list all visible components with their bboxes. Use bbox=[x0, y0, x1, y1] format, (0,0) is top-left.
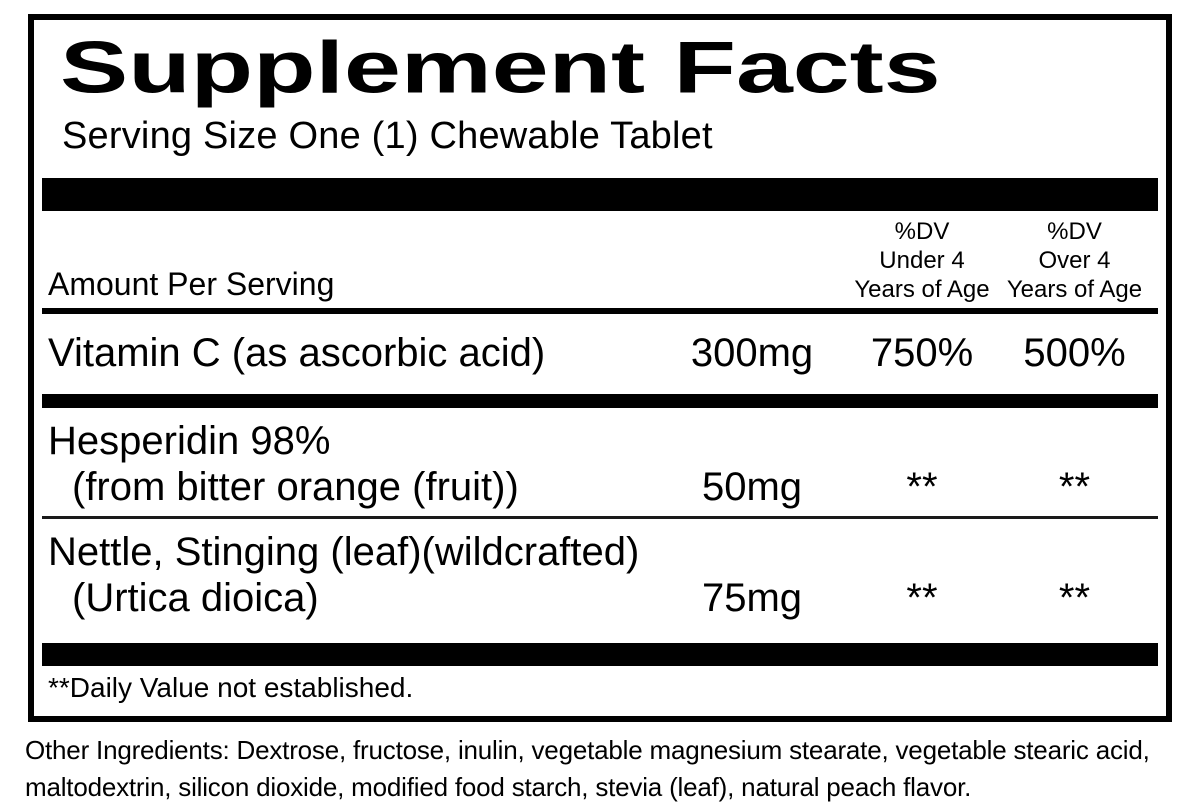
amount-per-serving-header: Amount Per Serving bbox=[48, 266, 335, 302]
dv-under4-header: %DV Under 4 Years of Age bbox=[854, 218, 990, 303]
ingredient-name: Vitamin C (as ascorbic acid) bbox=[48, 331, 546, 375]
ingredient-name-line2: (from bitter orange (fruit)) bbox=[72, 465, 519, 509]
dv-under4-value: ** bbox=[906, 576, 938, 620]
dv-under4-value: 750% bbox=[870, 331, 974, 375]
ingredient-amount: 50mg bbox=[701, 465, 803, 509]
ingredient-row-vitamin-c: Vitamin C (as ascorbic acid) 300mg 750% … bbox=[48, 314, 1152, 394]
ingredient-name-line2: (Urtica dioica) bbox=[72, 576, 319, 620]
daily-value-footnote: **Daily Value not established. bbox=[48, 672, 414, 703]
separator-bar-bottom bbox=[42, 643, 1158, 666]
dv-under4-value: ** bbox=[906, 465, 938, 509]
separator-bar-top bbox=[42, 178, 1158, 211]
row-divider-rule bbox=[42, 516, 1158, 519]
ingredient-name-line1: Nettle, Stinging (leaf)(wildcrafted) bbox=[48, 530, 640, 574]
supplement-facts-panel: Supplement Facts Serving Size One (1) Ch… bbox=[28, 14, 1172, 722]
other-ingredients-text: Other Ingredients: Dextrose, fructose, i… bbox=[25, 735, 1150, 802]
serving-size-text: Serving Size One (1) Chewable Tablet bbox=[62, 115, 713, 157]
supplement-facts-title: Supplement Facts bbox=[60, 27, 941, 109]
dv-over4-value: ** bbox=[1058, 465, 1091, 509]
header-rule bbox=[42, 308, 1158, 314]
ingredient-name-line1: Hesperidin 98% bbox=[48, 419, 331, 463]
dv-over4-value: 500% bbox=[1023, 331, 1126, 375]
separator-bar-mid bbox=[42, 394, 1158, 408]
ingredient-row-nettle: Nettle, Stinging (leaf)(wildcrafted) (Ur… bbox=[48, 519, 1152, 643]
dv-over4-value: ** bbox=[1058, 576, 1091, 620]
ingredient-amount: 75mg bbox=[701, 576, 803, 620]
dv-over4-header: %DV Over 4 Years of Age bbox=[1006, 218, 1143, 303]
table-header: Amount Per Serving %DV Under 4 Years of … bbox=[48, 217, 1152, 304]
ingredient-amount: 300mg bbox=[690, 331, 814, 375]
ingredient-row-hesperidin: Hesperidin 98% (from bitter orange (frui… bbox=[48, 408, 1152, 516]
